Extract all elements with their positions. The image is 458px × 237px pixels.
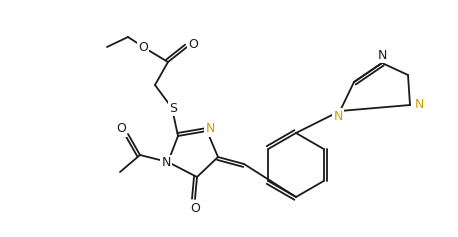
Text: O: O — [138, 41, 148, 54]
Text: N: N — [414, 99, 424, 111]
Text: O: O — [116, 123, 126, 136]
Text: N: N — [205, 123, 215, 136]
Text: O: O — [188, 37, 198, 50]
Text: S: S — [169, 101, 177, 114]
Text: N: N — [161, 156, 171, 169]
Text: N: N — [333, 109, 343, 123]
Text: O: O — [190, 201, 200, 214]
Text: N: N — [377, 49, 387, 61]
